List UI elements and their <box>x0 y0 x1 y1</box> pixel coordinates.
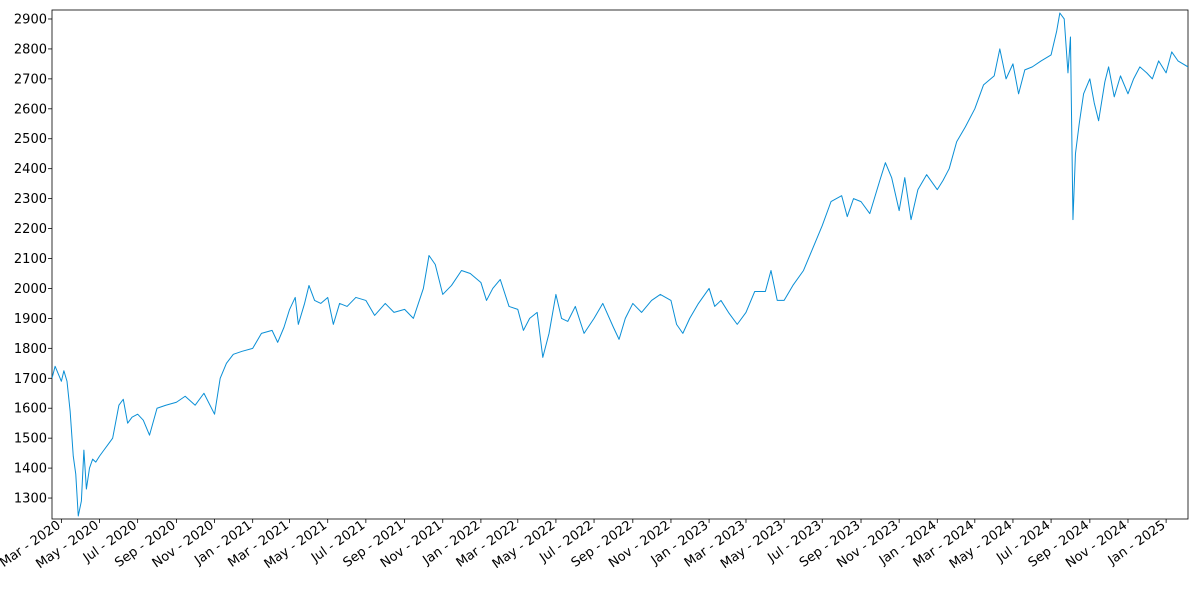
y-tick-label: 2700 <box>14 72 47 87</box>
y-tick-label: 2000 <box>14 282 47 297</box>
y-tick-label: 2800 <box>14 42 47 57</box>
y-tick-label: 2200 <box>14 222 47 237</box>
y-tick-label: 1800 <box>14 342 47 357</box>
y-tick-label: 1400 <box>14 462 47 477</box>
series-layer <box>52 12 1188 517</box>
plot-area-border <box>51 9 1189 520</box>
y-tick-label: 1500 <box>14 432 47 447</box>
y-tick-label: 1700 <box>14 372 47 387</box>
y-tick-label: 1600 <box>14 402 47 417</box>
y-tick-label: 2300 <box>14 192 47 207</box>
y-tick-label: 2400 <box>14 162 47 177</box>
series-line <box>52 12 1188 517</box>
y-axis: 1300 1400 1500 1600 1700 1800 1900 2000 2100 2200… <box>14 12 52 507</box>
plot-frame <box>51 9 1189 520</box>
y-tick-label: 2100 <box>14 252 47 267</box>
y-tick-label: 1300 <box>14 492 47 507</box>
y-tick-label: 2500 <box>14 132 47 147</box>
y-tick-label: 2900 <box>14 12 47 27</box>
y-tick-label: 2600 <box>14 102 47 117</box>
y-tick-label: 1900 <box>14 312 47 327</box>
